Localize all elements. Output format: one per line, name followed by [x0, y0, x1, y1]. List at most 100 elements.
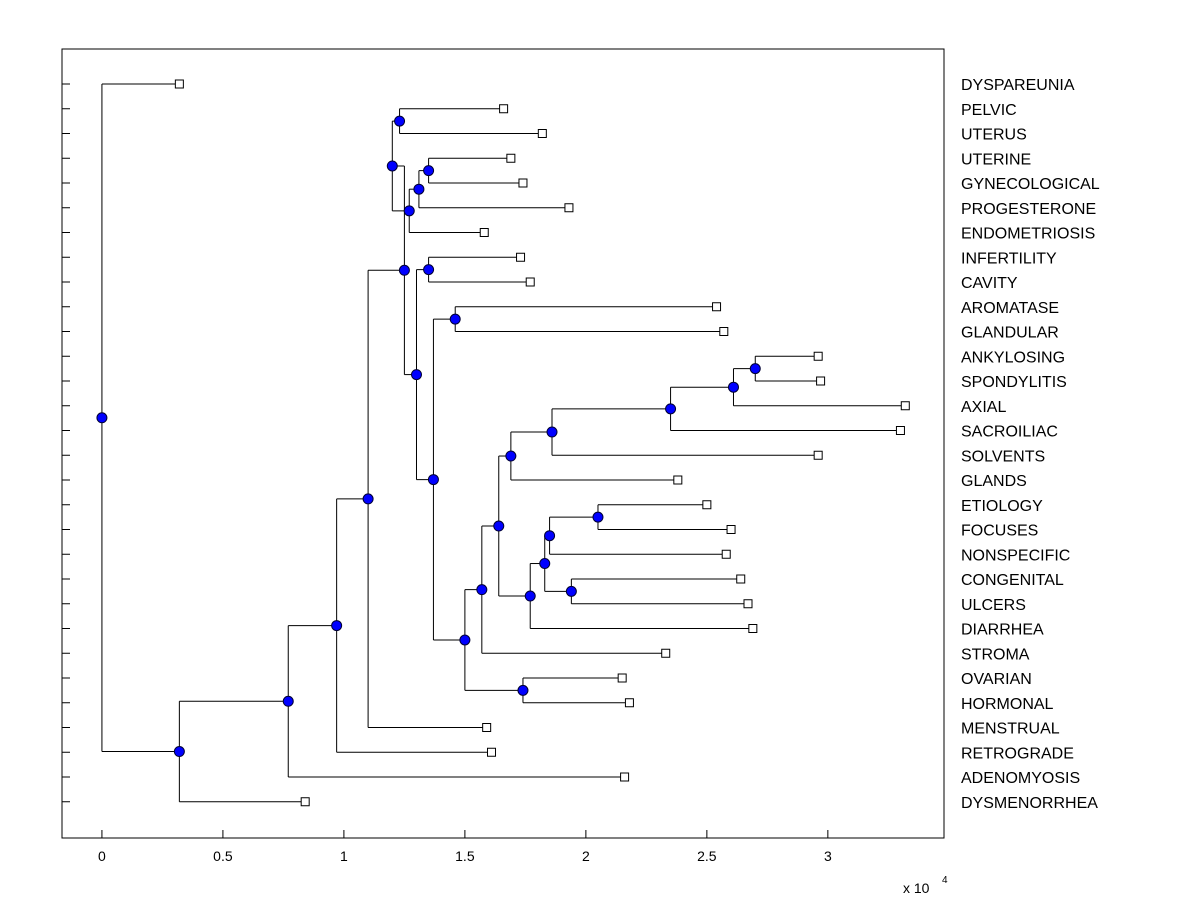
leaf-label: GYNECOLOGICAL [961, 176, 1100, 193]
leaf-marker [516, 252, 526, 262]
leaf-marker [900, 401, 910, 411]
leaf-label: DIARRHEA [961, 622, 1044, 639]
cluster-node-marker [476, 584, 488, 596]
leaf-marker [702, 500, 712, 510]
cluster-node-marker [386, 160, 398, 172]
x-tick-label: 3 [824, 848, 832, 864]
leaf-label: DYSMENORRHEA [961, 795, 1098, 812]
leaf-label: ANKYLOSING [961, 349, 1065, 366]
leaf-marker [736, 574, 746, 584]
leaf-label: HORMONAL [961, 696, 1054, 713]
cluster-node-marker [592, 511, 604, 523]
node-markers [96, 115, 761, 758]
cluster-node-marker [544, 530, 556, 542]
cluster-node-marker [449, 313, 461, 325]
cluster-node-marker [362, 493, 374, 505]
leaf-label: ENDOMETRIOSIS [961, 226, 1095, 243]
leaf-marker [518, 178, 528, 188]
cluster-node-marker [749, 363, 761, 375]
cluster-node-marker [173, 746, 185, 758]
x-tick-label: 0.5 [213, 848, 233, 864]
leaf-marker [743, 599, 753, 609]
leaf-label: AXIAL [961, 399, 1006, 416]
leaf-label: DYSPAREUNIA [961, 77, 1075, 94]
cluster-node-marker [427, 474, 439, 486]
cluster-node-marker [727, 381, 739, 393]
leaf-marker [624, 698, 634, 708]
leaf-label: OVARIAN [961, 671, 1032, 688]
leaf-marker [813, 450, 823, 460]
leaf-label: FOCUSES [961, 523, 1038, 540]
leaf-label: CONGENITAL [961, 572, 1064, 589]
leaf-label: UTERINE [961, 151, 1031, 168]
leaf-marker [564, 203, 574, 213]
leaf-label: INFERTILITY [961, 250, 1057, 267]
x-scale-exponent: 4 [942, 875, 948, 886]
leaf-marker [673, 475, 683, 485]
leaf-label: MENSTRUAL [961, 721, 1060, 738]
cluster-node-marker [524, 590, 536, 602]
leaf-marker [748, 624, 758, 633]
cluster-node-marker [565, 585, 577, 597]
cluster-node-marker [282, 695, 294, 707]
leaf-marker [712, 302, 722, 312]
cluster-node-marker [517, 684, 529, 696]
dendrogram-edges [101, 83, 906, 803]
cluster-node-marker [331, 620, 343, 632]
x-tick-label: 2.5 [697, 848, 717, 864]
cluster-node-marker [665, 403, 677, 415]
x-tick-label: 1 [340, 848, 348, 864]
cluster-node-marker [403, 205, 415, 217]
cluster-node-marker [539, 558, 551, 570]
leaf-marker [174, 79, 184, 89]
x-tick-label: 1.5 [455, 848, 475, 864]
cluster-node-marker [493, 520, 505, 532]
leaf-marker [726, 525, 736, 534]
leaf-label: CAVITY [961, 275, 1018, 292]
leaf-marker [482, 723, 492, 732]
cluster-node-marker [423, 165, 435, 177]
leaf-marker [813, 351, 823, 361]
leaf-marker [479, 228, 489, 237]
cluster-node-marker [410, 369, 422, 381]
leaf-markers [174, 79, 910, 807]
leaf-marker [816, 376, 826, 386]
cluster-node-marker [505, 450, 517, 462]
leaf-label: SOLVENTS [961, 448, 1045, 465]
cluster-node-marker [96, 412, 108, 424]
leaf-marker [617, 673, 627, 683]
y-tick-marks [62, 83, 70, 803]
leaf-label: STROMA [961, 646, 1030, 663]
cluster-node-marker [423, 264, 435, 276]
leaf-label: ADENOMYOSIS [961, 770, 1080, 787]
cluster-node-marker [459, 634, 471, 646]
leaf-label: AROMATASE [961, 300, 1059, 317]
leaf-label: GLANDULAR [961, 325, 1059, 342]
leaf-marker [525, 277, 535, 287]
leaf-label: PROGESTERONE [961, 201, 1096, 218]
x-scale-label: x 10 [903, 880, 930, 896]
leaf-marker [537, 129, 547, 138]
leaf-marker [300, 797, 310, 807]
leaf-marker [895, 426, 905, 435]
cluster-node-marker [398, 264, 410, 276]
leaf-marker [620, 772, 630, 782]
leaf-label: RETROGRADE [961, 745, 1074, 762]
x-tick-label: 2 [582, 848, 590, 864]
leaf-marker [487, 747, 497, 757]
leaf-marker [499, 104, 509, 114]
plot-frame [61, 48, 945, 839]
leaf-label: PELVIC [961, 102, 1017, 119]
cluster-node-marker [413, 183, 425, 195]
leaf-label: ETIOLOGY [961, 498, 1043, 515]
leaf-marker [721, 549, 731, 559]
cluster-node-marker [394, 115, 406, 127]
leaf-label: ULCERS [961, 597, 1026, 614]
leaf-label: NONSPECIFIC [961, 547, 1070, 564]
x-tick-label: 0 [98, 848, 106, 864]
leaf-label: UTERUS [961, 127, 1027, 144]
leaf-marker [506, 153, 516, 163]
cluster-node-marker [546, 426, 558, 438]
leaf-labels: DYSPAREUNIA PELVIC UTERUS UTERINE GYNECOLOGI… [961, 77, 1100, 812]
